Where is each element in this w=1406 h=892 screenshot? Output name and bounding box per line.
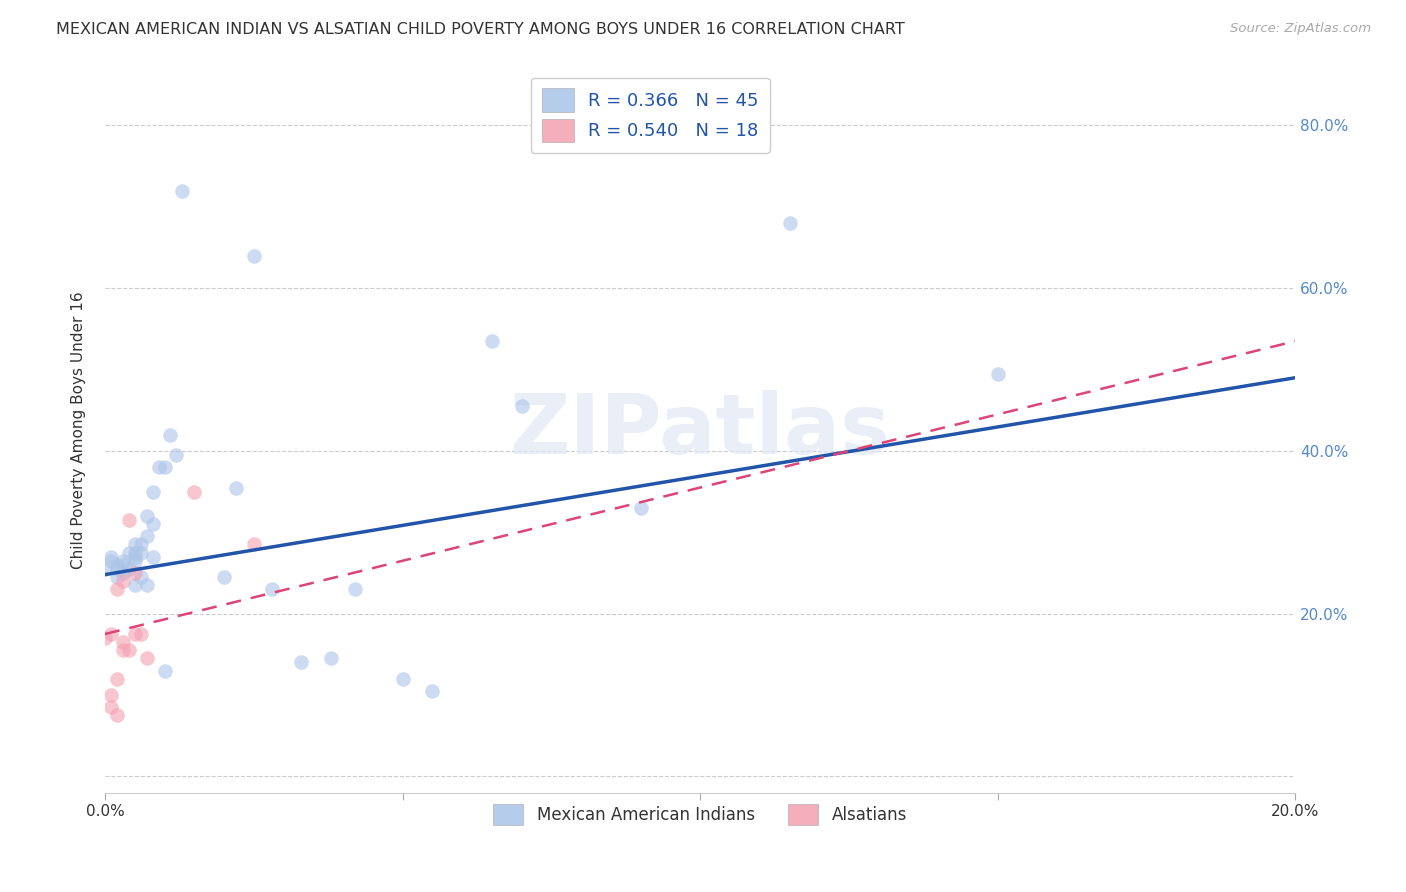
Point — [142, 484, 165, 499]
Point — [481, 334, 503, 348]
Point — [111, 566, 134, 580]
Point — [124, 566, 146, 580]
Point — [148, 460, 170, 475]
Point — [100, 627, 122, 641]
Text: Source: ZipAtlas.com: Source: ZipAtlas.com — [1230, 22, 1371, 36]
Point — [105, 562, 128, 576]
Point — [111, 558, 134, 572]
Point — [94, 631, 117, 645]
Point — [183, 484, 205, 499]
Point — [290, 656, 312, 670]
Point — [165, 448, 187, 462]
Point — [124, 546, 146, 560]
Point — [135, 529, 157, 543]
Point — [153, 460, 176, 475]
Point — [111, 643, 134, 657]
Point — [321, 651, 343, 665]
Point — [225, 481, 247, 495]
Point — [129, 537, 152, 551]
Point — [111, 635, 134, 649]
Point — [118, 643, 141, 657]
Point — [124, 578, 146, 592]
Point — [100, 554, 122, 568]
Point — [118, 513, 141, 527]
Text: MEXICAN AMERICAN INDIAN VS ALSATIAN CHILD POVERTY AMONG BOYS UNDER 16 CORRELATIO: MEXICAN AMERICAN INDIAN VS ALSATIAN CHIL… — [56, 22, 905, 37]
Point — [94, 562, 117, 576]
Point — [105, 672, 128, 686]
Point — [100, 549, 122, 564]
Point — [135, 578, 157, 592]
Point — [779, 216, 801, 230]
Point — [124, 549, 146, 564]
Text: ZIPatlas: ZIPatlas — [510, 390, 891, 471]
Point — [124, 537, 146, 551]
Point — [135, 651, 157, 665]
Point — [243, 537, 266, 551]
Point — [422, 684, 444, 698]
Point — [129, 627, 152, 641]
Point — [159, 427, 181, 442]
Point — [135, 508, 157, 523]
Point — [212, 570, 235, 584]
Point — [100, 700, 122, 714]
Point — [105, 582, 128, 597]
Point — [172, 184, 194, 198]
Point — [260, 582, 283, 597]
Point — [510, 399, 533, 413]
Point — [105, 708, 128, 723]
Point — [124, 554, 146, 568]
Point — [111, 554, 134, 568]
Point — [100, 688, 122, 702]
Point — [153, 664, 176, 678]
Point — [142, 517, 165, 532]
Legend: Mexican American Indians, Alsatians: Mexican American Indians, Alsatians — [484, 794, 917, 835]
Point — [124, 627, 146, 641]
Point — [243, 249, 266, 263]
Point — [111, 574, 134, 588]
Point — [118, 562, 141, 576]
Point — [987, 367, 1010, 381]
Point — [129, 546, 152, 560]
Point — [105, 558, 128, 572]
Point — [142, 549, 165, 564]
Point — [630, 500, 652, 515]
Point — [105, 570, 128, 584]
Point — [129, 570, 152, 584]
Point — [118, 546, 141, 560]
Point — [391, 672, 413, 686]
Y-axis label: Child Poverty Among Boys Under 16: Child Poverty Among Boys Under 16 — [72, 292, 86, 569]
Point — [343, 582, 366, 597]
